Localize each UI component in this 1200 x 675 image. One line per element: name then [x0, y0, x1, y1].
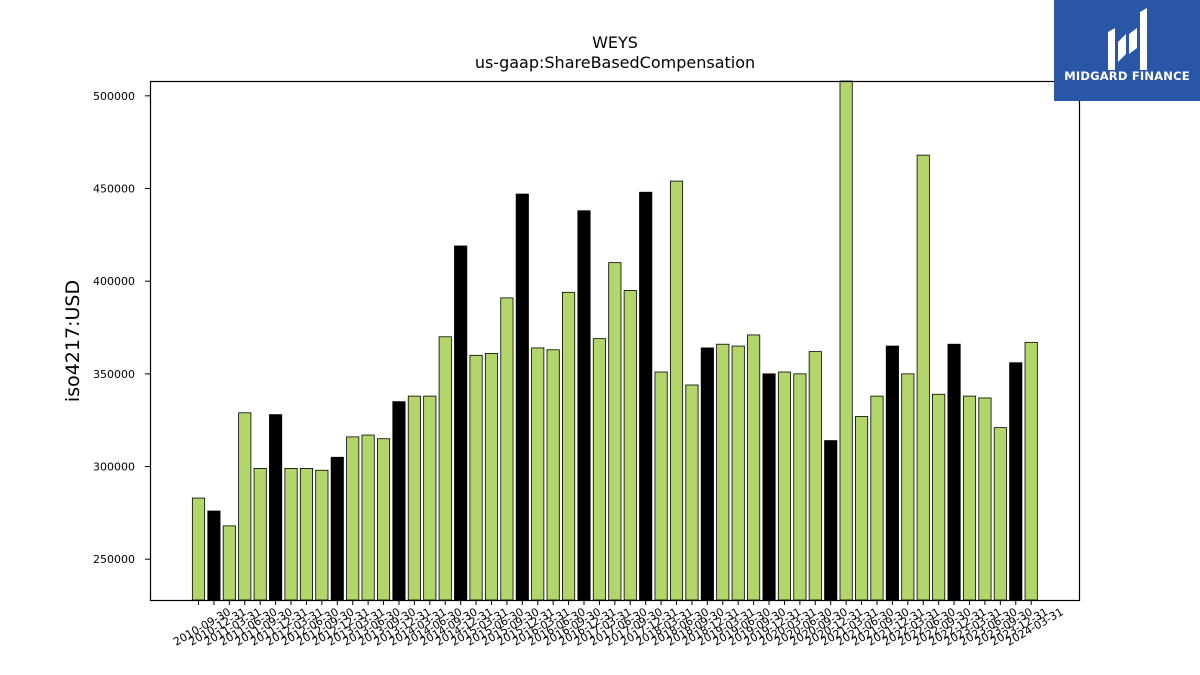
bar-2013-12-31 [392, 401, 406, 601]
y-tick-label: 450000 [93, 183, 135, 196]
bar-2022-09-30 [932, 393, 946, 601]
bar-2020-06-30 [793, 373, 807, 601]
bar-2019-03-31 [716, 343, 730, 601]
bar-2014-03-31 [407, 395, 421, 601]
bar-2018-09-30 [685, 384, 699, 601]
bar-2023-09-30 [993, 427, 1007, 601]
bar-2015-03-31 [469, 354, 483, 601]
chart-subtitle: us-gaap:ShareBasedCompensation [475, 53, 755, 72]
bar-2015-12-31 [515, 193, 529, 601]
bar-2016-03-31 [531, 347, 545, 601]
bar-2016-09-30 [562, 291, 576, 601]
bar-2012-06-30 [299, 467, 313, 601]
bar-2013-09-30 [376, 438, 391, 601]
y-tick-label: 300000 [93, 461, 135, 474]
bar-2017-03-31 [592, 338, 606, 601]
y-tick-label: 400000 [93, 275, 135, 288]
bar-2021-06-30 [855, 416, 869, 601]
bar-2014-06-30 [423, 395, 437, 601]
bar-2021-09-30 [870, 395, 884, 601]
bar-2017-06-30 [608, 262, 622, 601]
bar-2011-12-31 [269, 414, 283, 601]
bar-2014-09-30 [438, 336, 452, 601]
bar-2023-06-30 [978, 397, 992, 601]
bar-2015-06-30 [484, 353, 499, 601]
bar-2020-12-31 [824, 440, 838, 601]
bar-2018-03-31 [654, 371, 668, 601]
bar-2012-09-30 [315, 469, 329, 601]
midgard-logo-icon [1108, 8, 1147, 70]
bar-2016-12-31 [577, 210, 591, 601]
bar-2017-12-31 [639, 191, 653, 601]
bar-2023-12-31 [1009, 362, 1023, 601]
brand-logo [1054, 0, 1200, 101]
bar-2021-03-31 [839, 80, 853, 601]
y-tick-label: 350000 [93, 368, 135, 381]
brand-name: MIDGARD FINANCE [1064, 69, 1190, 83]
bar-2017-09-30 [623, 290, 637, 601]
bar-2020-09-30 [808, 351, 822, 601]
bar-2011-03-31 [222, 525, 236, 601]
bar-2021-12-31 [885, 345, 899, 601]
bar-2019-12-31 [762, 373, 776, 601]
bar-2014-12-31 [454, 245, 468, 601]
bar-2012-12-31 [330, 456, 344, 601]
bar-2013-03-31 [346, 436, 360, 601]
bar-2020-03-31 [777, 371, 792, 601]
chart-title: WEYS [592, 33, 638, 52]
y-axis-label: iso4217:USD [62, 280, 84, 402]
y-axis: 250000 300000 350000 400000 450000 500000 [93, 90, 150, 566]
bar-2022-12-31 [947, 343, 961, 601]
bar-2022-03-31 [901, 373, 915, 601]
y-tick-label: 250000 [93, 553, 135, 566]
bar-2010-09-30 [191, 497, 206, 601]
bar-2019-09-30 [747, 334, 761, 601]
bar-2013-06-30 [361, 434, 375, 601]
plot-frame [149, 80, 1081, 602]
bar-2011-06-30 [238, 412, 252, 601]
bar-2022-06-30 [916, 154, 930, 601]
bar-2016-06-30 [546, 349, 560, 601]
bar-2010-12-31 [207, 510, 221, 601]
x-axis: 2010-09-302010-12-312011-03-312011-06-30… [171, 600, 1066, 649]
bar-2024-03-31 [1024, 341, 1038, 601]
bar-2018-06-30 [669, 180, 684, 601]
bar-2015-09-30 [500, 297, 514, 601]
bar-2019-06-30 [731, 345, 745, 601]
bar-2018-12-31 [700, 347, 714, 601]
bars-group [191, 80, 1038, 601]
bar-2012-03-31 [284, 467, 298, 601]
bar-2011-09-30 [253, 467, 267, 601]
y-tick-label: 500000 [93, 90, 135, 103]
bar-2023-03-31 [962, 395, 977, 601]
